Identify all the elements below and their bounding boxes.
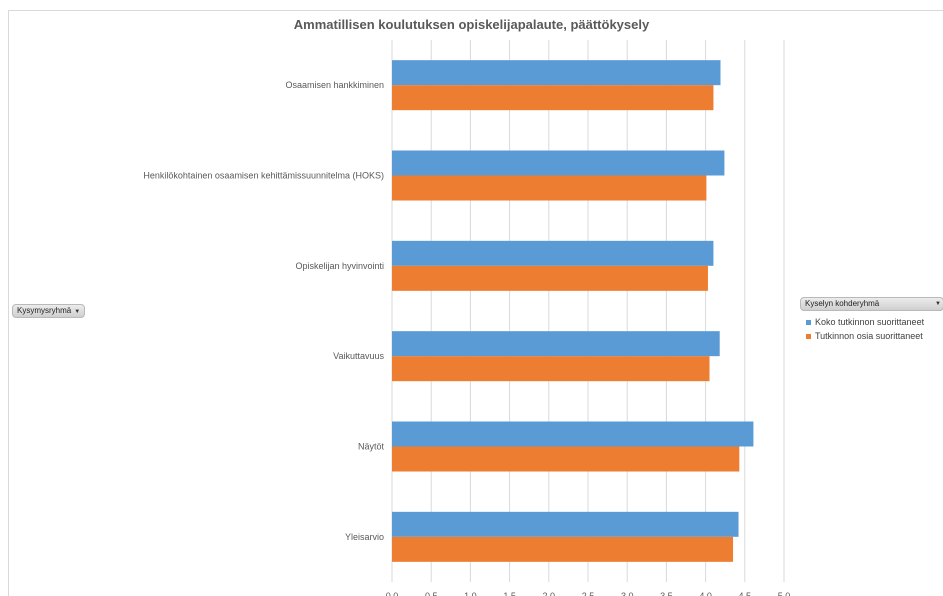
bar <box>392 60 721 86</box>
category-labels: Osaamisen hankkiminen Henkilökohtainen os… <box>143 80 384 542</box>
dropdown-arrow-icon: ▼ <box>935 301 941 307</box>
x-tick-label: 1.0 <box>464 591 477 596</box>
legend-field-filter-button[interactable]: Kyselyn kohderyhmä ▼ <box>800 297 943 311</box>
bar <box>392 421 754 447</box>
category-label: Osaamisen hankkiminen <box>285 80 384 90</box>
category-label: Yleisarvio <box>345 532 384 542</box>
gridlines <box>391 40 785 582</box>
legend-swatch <box>806 319 811 325</box>
x-tick-label: 3.0 <box>621 591 634 596</box>
legend-item: Koko tutkinnon suorittaneet <box>806 315 924 329</box>
chart-frame <box>8 10 943 596</box>
x-tick-label: 2.5 <box>582 591 595 596</box>
category-label: Opiskelijan hyvinvointi <box>295 261 384 271</box>
x-tick-label: 0.5 <box>425 591 438 596</box>
x-tick-label: 0.0 <box>386 591 399 596</box>
axis-field-filter-button[interactable]: Kysymysryhmä ▼ <box>12 304 86 318</box>
chart-title: Ammatillisen koulutuksen opiskelijapalau… <box>293 17 650 32</box>
x-tick-label: 5.0 <box>778 591 791 596</box>
legend-label: Koko tutkinnon suorittaneet <box>815 317 925 327</box>
bars <box>392 60 754 562</box>
bar <box>392 536 734 562</box>
x-tick-label: 4.5 <box>739 591 752 596</box>
legend-field-label: Kyselyn kohderyhmä <box>805 299 880 308</box>
bar <box>392 85 714 111</box>
x-tick-label: 1.5 <box>503 591 516 596</box>
bar <box>392 356 710 382</box>
bar <box>392 240 714 266</box>
x-tick-label: 2.0 <box>543 591 556 596</box>
bar <box>392 150 725 176</box>
category-label: Henkilökohtainen osaamisen kehittämissuu… <box>143 171 384 181</box>
x-tick-label: 3.5 <box>660 591 673 596</box>
x-tick-label: 4.0 <box>699 591 712 596</box>
bar <box>392 331 720 357</box>
tick-labels: 0.0 0.5 1.0 1.5 2.0 2.5 3.0 3.5 4.0 4.5 5.0 <box>386 591 791 596</box>
bar <box>392 446 740 472</box>
bar <box>392 511 739 537</box>
legend-item: Tutkinnon osia suorittaneet <box>806 329 924 343</box>
dropdown-arrow-icon: ▼ <box>74 309 81 315</box>
legend-swatch <box>806 333 811 339</box>
category-label: Näytöt <box>358 442 385 452</box>
category-label: Vaikuttavuus <box>333 351 384 361</box>
legend: Koko tutkinnon suorittaneet Tutkinnon os… <box>806 315 924 343</box>
legend-label: Tutkinnon osia suorittaneet <box>815 331 923 341</box>
bar <box>392 265 708 291</box>
axis-field-label: Kysymysryhmä <box>17 306 72 315</box>
bar <box>392 175 707 201</box>
